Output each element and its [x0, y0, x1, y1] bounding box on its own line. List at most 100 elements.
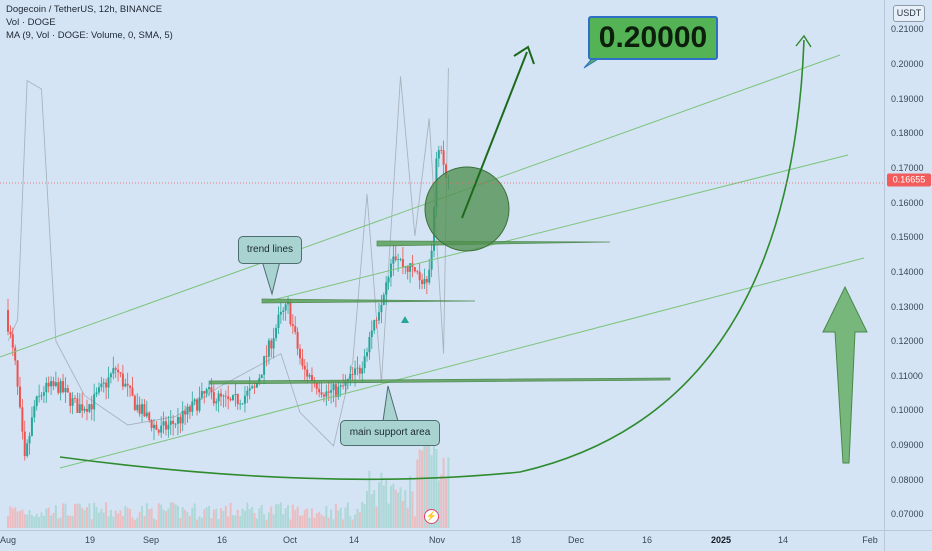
candle-body[interactable]: [186, 406, 189, 415]
candle-body[interactable]: [284, 304, 287, 311]
candle-body[interactable]: [74, 398, 77, 399]
candle-body[interactable]: [212, 392, 215, 404]
candle-body[interactable]: [95, 392, 98, 395]
candle-body[interactable]: [327, 391, 330, 393]
candle-body[interactable]: [299, 348, 301, 359]
candle-body[interactable]: [57, 382, 60, 393]
candle-body[interactable]: [174, 423, 177, 425]
candle-body[interactable]: [129, 385, 132, 388]
candle-body[interactable]: [97, 387, 100, 393]
candle-body[interactable]: [339, 385, 342, 387]
candle-body[interactable]: [145, 412, 148, 417]
candle-body[interactable]: [409, 263, 412, 272]
candle-body[interactable]: [239, 403, 242, 405]
candle-body[interactable]: [243, 395, 246, 404]
candle-body[interactable]: [318, 388, 321, 393]
support-band-low[interactable]: [209, 377, 671, 385]
candle-body[interactable]: [69, 392, 72, 406]
candle-body[interactable]: [181, 410, 184, 424]
candle-body[interactable]: [11, 334, 14, 348]
candle-body[interactable]: [52, 381, 55, 387]
candle-body[interactable]: [373, 320, 376, 331]
candle-body[interactable]: [241, 403, 244, 405]
candle-body[interactable]: [200, 391, 203, 398]
candle-body[interactable]: [385, 282, 388, 295]
candle-body[interactable]: [100, 383, 103, 388]
candle-body[interactable]: [423, 279, 426, 285]
candle-body[interactable]: [45, 382, 48, 393]
candle-body[interactable]: [421, 280, 424, 285]
candle-body[interactable]: [231, 395, 234, 401]
candle-body[interactable]: [9, 331, 12, 335]
candle-body[interactable]: [23, 431, 26, 457]
candle-body[interactable]: [30, 417, 33, 436]
trend-line-lower[interactable]: [59, 257, 865, 469]
candle-body[interactable]: [387, 277, 390, 283]
candle-body[interactable]: [265, 356, 268, 358]
candle-body[interactable]: [71, 398, 74, 406]
candle-body[interactable]: [394, 256, 397, 260]
support-band-mid[interactable]: [261, 298, 476, 304]
candle-body[interactable]: [303, 365, 306, 370]
candle-body[interactable]: [176, 416, 179, 424]
candle-body[interactable]: [308, 375, 311, 377]
candle-body[interactable]: [64, 388, 67, 393]
candle-body[interactable]: [54, 382, 57, 387]
candle-body[interactable]: [325, 391, 328, 397]
candle-body[interactable]: [246, 390, 249, 396]
candle-body[interactable]: [282, 310, 285, 312]
candle-body[interactable]: [114, 368, 117, 370]
candle-body[interactable]: [416, 271, 419, 273]
candle-body[interactable]: [184, 410, 187, 415]
candle-body[interactable]: [16, 360, 19, 387]
candle-body[interactable]: [255, 382, 258, 388]
candle-body[interactable]: [136, 404, 139, 411]
candle-body[interactable]: [169, 420, 172, 425]
candle-body[interactable]: [126, 383, 129, 386]
candle-body[interactable]: [442, 150, 445, 165]
candle-body[interactable]: [198, 397, 201, 411]
candle-body[interactable]: [179, 416, 182, 424]
candle-body[interactable]: [160, 425, 163, 433]
candle-body[interactable]: [370, 330, 373, 338]
candle-body[interactable]: [167, 424, 170, 430]
candle-body[interactable]: [236, 393, 239, 405]
candle-body[interactable]: [109, 373, 112, 378]
candle-body[interactable]: [344, 380, 347, 386]
candle-body[interactable]: [342, 385, 345, 387]
candle-body[interactable]: [322, 394, 325, 397]
candle-body[interactable]: [275, 327, 278, 339]
candle-body[interactable]: [107, 377, 110, 388]
candle-body[interactable]: [397, 259, 400, 261]
candle-body[interactable]: [93, 394, 96, 410]
candle-body[interactable]: [105, 382, 108, 388]
candle-body[interactable]: [363, 356, 366, 369]
candle-body[interactable]: [40, 395, 43, 397]
candle-body[interactable]: [406, 266, 409, 272]
candle-body[interactable]: [210, 387, 213, 393]
lightning-icon[interactable]: ⚡: [424, 509, 439, 524]
target-price-label[interactable]: 0.20000: [588, 16, 718, 60]
candle-body[interactable]: [220, 393, 223, 397]
candle-body[interactable]: [229, 398, 232, 401]
candle-body[interactable]: [354, 368, 357, 375]
candle-body[interactable]: [155, 424, 158, 430]
callout-main-support[interactable]: main support area: [340, 420, 440, 446]
candle-body[interactable]: [14, 347, 17, 361]
candle-body[interactable]: [401, 259, 404, 268]
candle-body[interactable]: [50, 381, 53, 387]
candle-body[interactable]: [172, 420, 175, 424]
candle-body[interactable]: [191, 401, 194, 412]
candle-body[interactable]: [222, 395, 225, 397]
candle-body[interactable]: [119, 372, 122, 374]
candle-body[interactable]: [26, 443, 29, 457]
candle-body[interactable]: [440, 150, 443, 151]
candle-body[interactable]: [289, 301, 292, 325]
candle-body[interactable]: [428, 269, 431, 283]
candle-body[interactable]: [208, 387, 211, 390]
candle-body[interactable]: [315, 382, 318, 389]
candle-body[interactable]: [78, 404, 81, 413]
candle-body[interactable]: [33, 406, 36, 418]
candle-body[interactable]: [253, 386, 256, 388]
candle-body[interactable]: [141, 404, 144, 414]
